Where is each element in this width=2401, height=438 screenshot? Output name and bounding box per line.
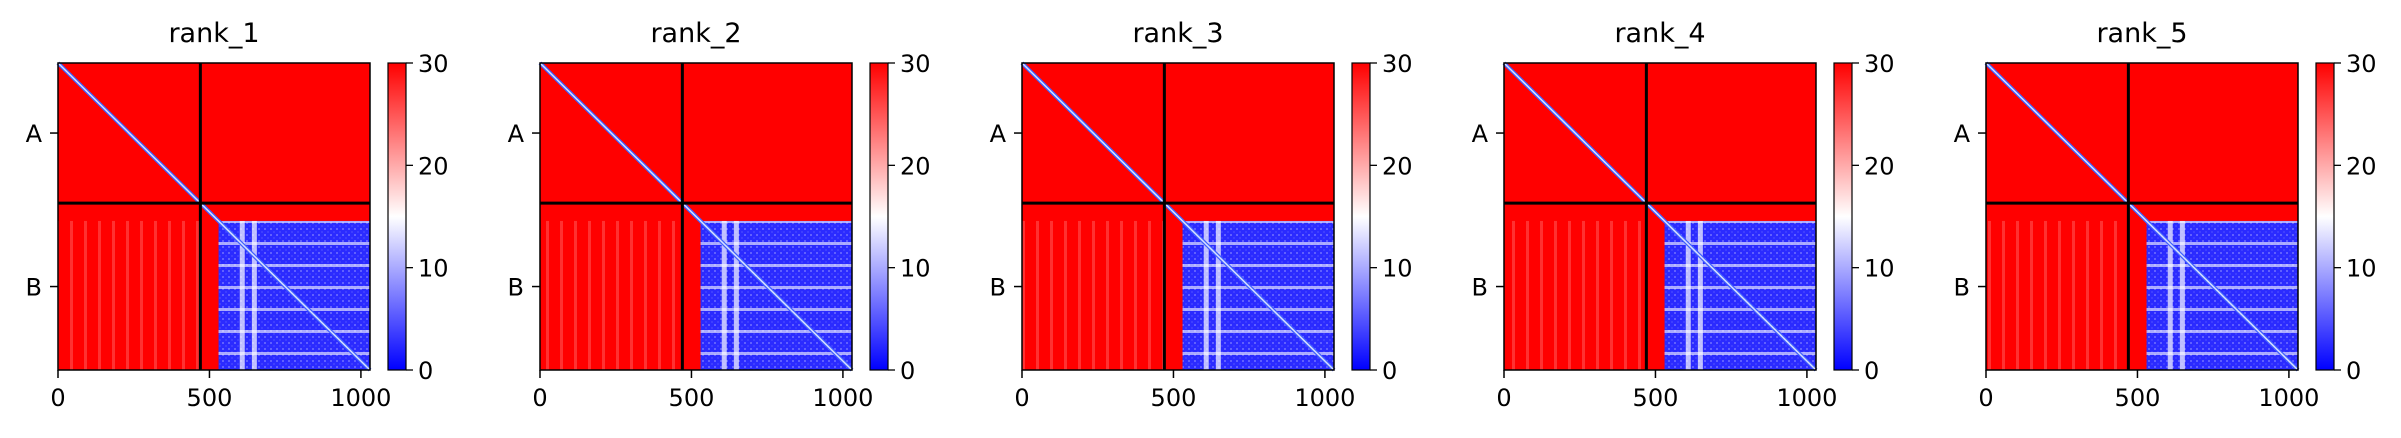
panel-4: rank_4 0 500 1000 A B 0 10 20 30 (1472, 18, 1895, 412)
heatmap-band-2 (1697, 220, 1703, 370)
panel-title: rank_2 (650, 18, 741, 49)
colorbar-tick-label: 30 (1382, 50, 1413, 78)
heatmap-block-ba-stripes (58, 220, 201, 370)
y-chain-label: A (990, 120, 1007, 148)
panel-5: rank_5 0 500 1000 A B 0 10 20 30 (1954, 18, 2377, 412)
heatmap-diagonal-highlight (1985, 62, 2299, 371)
x-tick-label: 1000 (1776, 384, 1837, 412)
colorbar (1834, 63, 1852, 370)
panel-3: rank_3 0 500 1000 A B 0 10 20 30 (990, 18, 1413, 412)
heatmap-block-ba-stripes (1504, 220, 1647, 370)
axes-frame (57, 62, 371, 371)
colorbar (388, 63, 406, 370)
heatmap-diagonal-highlight (57, 62, 371, 371)
colorbar-frame (869, 62, 889, 371)
colorbar-tick-label: 0 (418, 357, 433, 385)
x-tick-label: 0 (1978, 384, 1993, 412)
colorbar-tick-label: 10 (1864, 255, 1895, 283)
colorbar-frame (1833, 62, 1853, 371)
x-tick-label: 500 (1633, 384, 1679, 412)
heatmap-block-ba-stripes (1986, 220, 2129, 370)
heatmap-band-1 (1685, 220, 1691, 370)
colorbar-tick-label: 30 (418, 50, 449, 78)
colorbar-frame (1351, 62, 1371, 371)
colorbar-tick-label: 20 (900, 152, 931, 180)
y-chain-label: A (26, 120, 43, 148)
heatmap-band-2 (733, 220, 739, 370)
colorbar-tick-label: 10 (2346, 255, 2377, 283)
y-chain-label: B (508, 274, 524, 302)
x-tick-label: 1000 (1294, 384, 1355, 412)
y-chain-label: B (26, 274, 42, 302)
panel-title: rank_4 (1614, 18, 1705, 49)
heatmap-band-1 (1203, 220, 1209, 370)
y-chain-label: A (1472, 120, 1489, 148)
colorbar-tick-label: 10 (418, 255, 449, 283)
colorbar-frame (387, 62, 407, 371)
y-chain-label: A (1954, 120, 1971, 148)
colorbar-tick-label: 20 (1864, 152, 1895, 180)
heatmap-band-1 (239, 220, 245, 370)
colorbar-tick-label: 30 (2346, 50, 2377, 78)
colorbar (1352, 63, 1370, 370)
x-tick-label: 500 (1151, 384, 1197, 412)
y-chain-label: B (1472, 274, 1488, 302)
y-chain-label: B (1954, 274, 1970, 302)
heatmap-diagonal-highlight (1021, 62, 1335, 371)
heatmap-block-ba-stripes (540, 220, 683, 370)
x-tick-label: 0 (1496, 384, 1511, 412)
colorbar-tick-label: 0 (1382, 357, 1397, 385)
colorbar-tick-label: 20 (1382, 152, 1413, 180)
x-tick-label: 500 (187, 384, 233, 412)
colorbar-frame (2315, 62, 2335, 371)
heatmap-band-2 (2179, 220, 2185, 370)
y-chain-label: B (990, 274, 1006, 302)
x-tick-label: 1000 (812, 384, 873, 412)
axes-frame (1021, 62, 1335, 371)
colorbar-tick-label: 30 (900, 50, 931, 78)
panel-title: rank_5 (2096, 18, 2187, 49)
panel-title: rank_1 (168, 18, 259, 49)
x-tick-label: 0 (532, 384, 547, 412)
panel-title: rank_3 (1132, 18, 1223, 49)
y-chain-label: A (508, 120, 525, 148)
heatmap-band-2 (251, 220, 257, 370)
panel-1: rank_1 0 500 1000 A B 0 10 20 30 (26, 18, 449, 412)
heatmap-band-2 (1215, 220, 1221, 370)
colorbar (2316, 63, 2334, 370)
heatmap-diagonal-highlight (539, 62, 853, 371)
panel-2: rank_2 0 500 1000 A B 0 10 20 30 (508, 18, 931, 412)
heatmap-diagonal-highlight (1503, 62, 1817, 371)
heatmap-band-1 (2167, 220, 2173, 370)
colorbar-tick-label: 0 (1864, 357, 1879, 385)
colorbar-tick-label: 0 (2346, 357, 2361, 385)
axes-frame (1503, 62, 1817, 371)
x-tick-label: 500 (2115, 384, 2161, 412)
x-tick-label: 1000 (330, 384, 391, 412)
x-tick-label: 0 (1014, 384, 1029, 412)
x-tick-label: 500 (669, 384, 715, 412)
x-tick-label: 0 (50, 384, 65, 412)
heatmap-block-ba-stripes (1022, 220, 1165, 370)
colorbar-tick-label: 20 (2346, 152, 2377, 180)
colorbar-tick-label: 20 (418, 152, 449, 180)
colorbar-tick-label: 10 (900, 255, 931, 283)
colorbar-tick-label: 10 (1382, 255, 1413, 283)
heatmap-band-1 (721, 220, 727, 370)
axes-frame (1985, 62, 2299, 371)
colorbar-tick-label: 0 (900, 357, 915, 385)
axes-frame (539, 62, 853, 371)
colorbar-tick-label: 30 (1864, 50, 1895, 78)
x-tick-label: 1000 (2258, 384, 2319, 412)
colorbar (870, 63, 888, 370)
